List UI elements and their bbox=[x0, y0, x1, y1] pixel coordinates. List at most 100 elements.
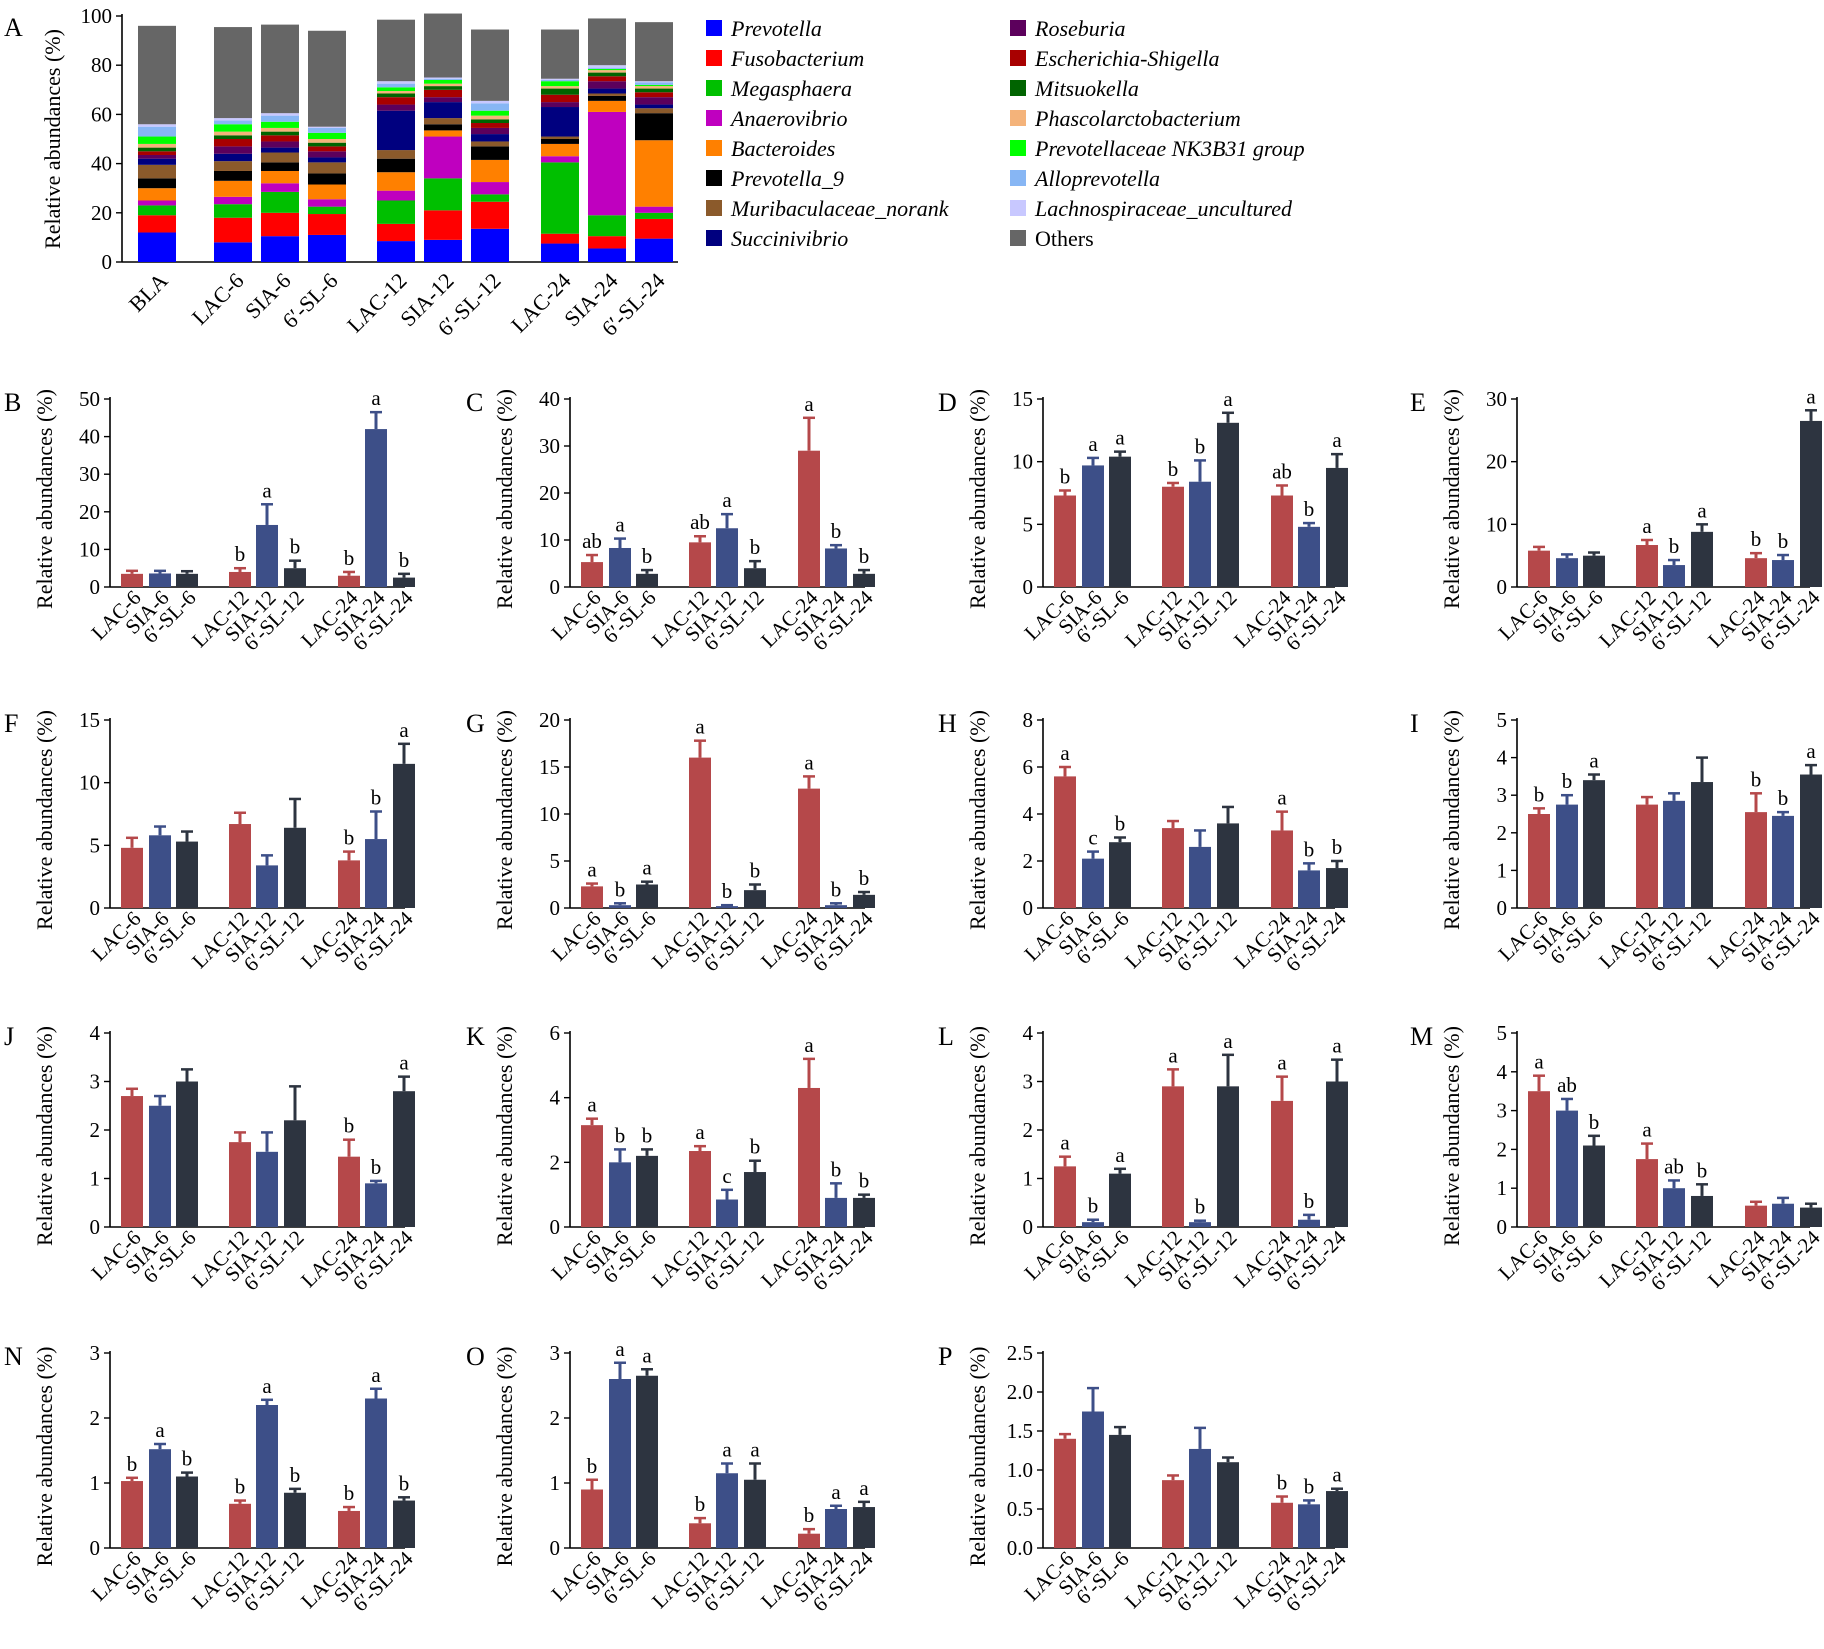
y-tick-label: 6 bbox=[1023, 755, 1034, 779]
stacked-bar-segment bbox=[541, 29, 579, 79]
stacked-bar-segment bbox=[424, 83, 462, 87]
bar bbox=[1082, 1411, 1104, 1548]
y-tick-label: 30 bbox=[79, 462, 100, 486]
stacked-bar-segment bbox=[635, 22, 673, 82]
bar bbox=[1082, 1222, 1104, 1227]
significance-label: a bbox=[1806, 739, 1816, 763]
significance-label: b bbox=[804, 1503, 815, 1527]
bar bbox=[1189, 1448, 1211, 1548]
stacked-bar-segment bbox=[588, 18, 626, 66]
y-tick-label: 10 bbox=[539, 528, 560, 552]
bar bbox=[176, 1476, 198, 1548]
stacked-bar-segment bbox=[308, 184, 346, 200]
y-axis-label: Relative abundances (%) bbox=[965, 1026, 990, 1246]
bar bbox=[338, 1510, 360, 1548]
significance-label: c bbox=[1088, 826, 1097, 850]
stacked-bar-segment bbox=[635, 86, 673, 89]
significance-label: a bbox=[1115, 426, 1125, 450]
y-axis-label: Relative abundances (%) bbox=[1439, 389, 1464, 609]
stacked-bar-segment bbox=[261, 152, 299, 163]
stacked-bar-segment bbox=[541, 79, 579, 82]
significance-label: b bbox=[859, 1169, 870, 1193]
significance-label: a bbox=[155, 1418, 165, 1442]
y-tick-label: 0 bbox=[90, 575, 101, 599]
y-tick-label: 0 bbox=[1497, 896, 1508, 920]
stacked-bar-segment bbox=[377, 19, 415, 82]
stacked-bar-segment bbox=[261, 131, 299, 136]
significance-label: a bbox=[1332, 1463, 1342, 1487]
bar bbox=[1271, 830, 1293, 908]
stacked-bar-segment bbox=[308, 139, 346, 143]
legend-label: Lachnospiraceae_uncultured bbox=[1034, 196, 1293, 221]
stacked-bar-segment bbox=[138, 126, 176, 137]
stacked-bar-segment bbox=[214, 242, 252, 262]
stacked-bar-segment bbox=[377, 97, 415, 105]
bar bbox=[176, 573, 198, 587]
stacked-bar-segment bbox=[541, 81, 579, 87]
bar bbox=[1556, 1110, 1578, 1227]
panel-letter: K bbox=[466, 1022, 485, 1051]
stacked-bar-segment bbox=[424, 78, 462, 80]
significance-label: ab bbox=[690, 510, 710, 534]
stacked-bar-segment bbox=[588, 95, 626, 101]
y-tick-label: 40 bbox=[91, 152, 112, 176]
y-tick-label: 2 bbox=[550, 1406, 561, 1430]
stacked-bar-segment bbox=[214, 196, 252, 205]
y-tick-label: 30 bbox=[539, 434, 560, 458]
bar bbox=[1772, 560, 1794, 587]
stacked-bar-segment bbox=[261, 147, 299, 153]
significance-label: b bbox=[1060, 464, 1071, 488]
stacked-bar-segment bbox=[138, 164, 176, 179]
stacked-bar-segment bbox=[588, 70, 626, 73]
significance-label: b bbox=[695, 1492, 706, 1516]
y-tick-label: 0 bbox=[102, 250, 113, 274]
bar bbox=[1189, 846, 1211, 908]
bar bbox=[636, 884, 658, 908]
stacked-bar-segment bbox=[635, 81, 673, 83]
significance-label: b bbox=[1168, 457, 1179, 481]
bar bbox=[393, 1500, 415, 1548]
significance-label: b bbox=[290, 535, 301, 559]
panel-letter: E bbox=[1410, 388, 1426, 417]
stacked-bar-segment bbox=[635, 88, 673, 93]
significance-label: a bbox=[587, 858, 597, 882]
bar bbox=[1189, 481, 1211, 587]
significance-label: a bbox=[262, 478, 272, 502]
significance-label: a bbox=[1642, 1118, 1652, 1142]
bar bbox=[1054, 1438, 1076, 1548]
stacked-bar-segment bbox=[377, 150, 415, 159]
y-tick-label: 10 bbox=[539, 802, 560, 826]
legend-swatch bbox=[706, 80, 722, 96]
legend-label: Prevotellaceae NK3B31 group bbox=[1034, 136, 1305, 161]
y-tick-label: 3 bbox=[1497, 783, 1508, 807]
significance-label: c bbox=[722, 1164, 731, 1188]
significance-label: a bbox=[1332, 428, 1342, 452]
y-axis-label: Relative abundances (%) bbox=[1439, 1026, 1464, 1246]
y-tick-label: 3 bbox=[550, 1341, 561, 1365]
y-tick-label: 1.0 bbox=[1007, 1458, 1033, 1482]
stacked-bar-segment bbox=[377, 200, 415, 224]
bar bbox=[798, 1087, 820, 1227]
stacked-bar-segment bbox=[541, 162, 579, 234]
bar bbox=[1326, 467, 1348, 587]
bar bbox=[853, 573, 875, 587]
legend-swatch bbox=[706, 170, 722, 186]
bar bbox=[1663, 1188, 1685, 1227]
stacked-bar-segment bbox=[377, 223, 415, 242]
bar bbox=[1772, 815, 1794, 908]
bar bbox=[853, 1507, 875, 1548]
significance-label: a bbox=[371, 386, 381, 410]
significance-label: b bbox=[371, 785, 382, 809]
stacked-bar-segment bbox=[377, 91, 415, 94]
stacked-bar-segment bbox=[214, 146, 252, 154]
stacked-bar-segment bbox=[541, 143, 579, 157]
y-tick-label: 2 bbox=[1023, 1118, 1034, 1142]
stacked-bar-segment bbox=[471, 29, 509, 101]
stacked-bar-segment bbox=[214, 217, 252, 243]
y-tick-label: 6 bbox=[550, 1021, 561, 1045]
stacked-bar-segment bbox=[377, 104, 415, 111]
stacked-bar-segment bbox=[424, 210, 462, 240]
legend-swatch bbox=[1010, 230, 1026, 246]
